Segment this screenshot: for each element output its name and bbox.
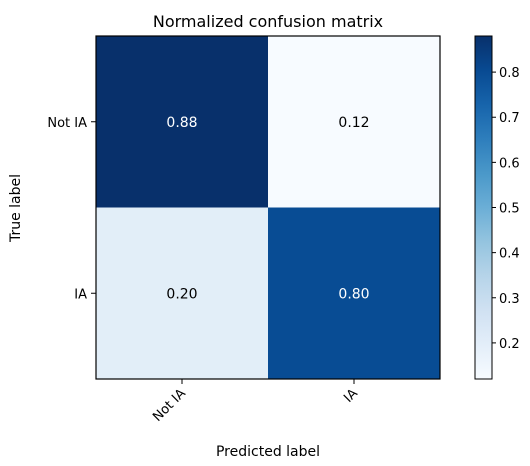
- heatmap-cell: [96, 36, 268, 208]
- cell-value-label: 0.20: [166, 286, 197, 302]
- chart-title: Normalized confusion matrix: [153, 12, 383, 31]
- heatmap-cells: 0.88 0.12 0.20 0.80: [96, 36, 440, 379]
- heatmap-cell: [268, 207, 440, 379]
- heatmap-cell: [268, 36, 440, 208]
- colorbar-tick-label: 0.5: [499, 202, 520, 217]
- colorbar-tick-label: 0.8: [499, 66, 520, 81]
- plot-frame: [95, 35, 441, 380]
- x-tick-label: Not IA: [150, 386, 189, 425]
- cell-value-label: 0.12: [338, 115, 369, 131]
- cell-value-label: 0.80: [338, 286, 369, 302]
- y-tick-label: Not IA: [47, 116, 87, 131]
- y-axis-label: True label: [8, 174, 24, 243]
- colorbar-tick-label: 0.2: [499, 337, 520, 352]
- colorbar-gradient: [474, 35, 493, 380]
- colorbar-tick-label: 0.6: [499, 156, 520, 171]
- heatmap-cell: [96, 207, 268, 379]
- y-tick-label: IA: [74, 287, 87, 302]
- cell-value-label: 0.88: [166, 115, 197, 131]
- colorbar-tick-label: 0.3: [499, 292, 520, 307]
- y-axis-ticks: Not IA IA: [47, 116, 96, 302]
- colorbar-tick-label: 0.7: [499, 111, 520, 126]
- colorbar: 0.2 0.3 0.4 0.5 0.6 0.7 0.8: [474, 35, 520, 380]
- colorbar-tick-label: 0.4: [499, 247, 520, 262]
- x-axis-ticks: Not IA IA: [150, 379, 361, 425]
- x-axis-label: Predicted label: [216, 444, 320, 460]
- x-tick-label: IA: [341, 386, 361, 406]
